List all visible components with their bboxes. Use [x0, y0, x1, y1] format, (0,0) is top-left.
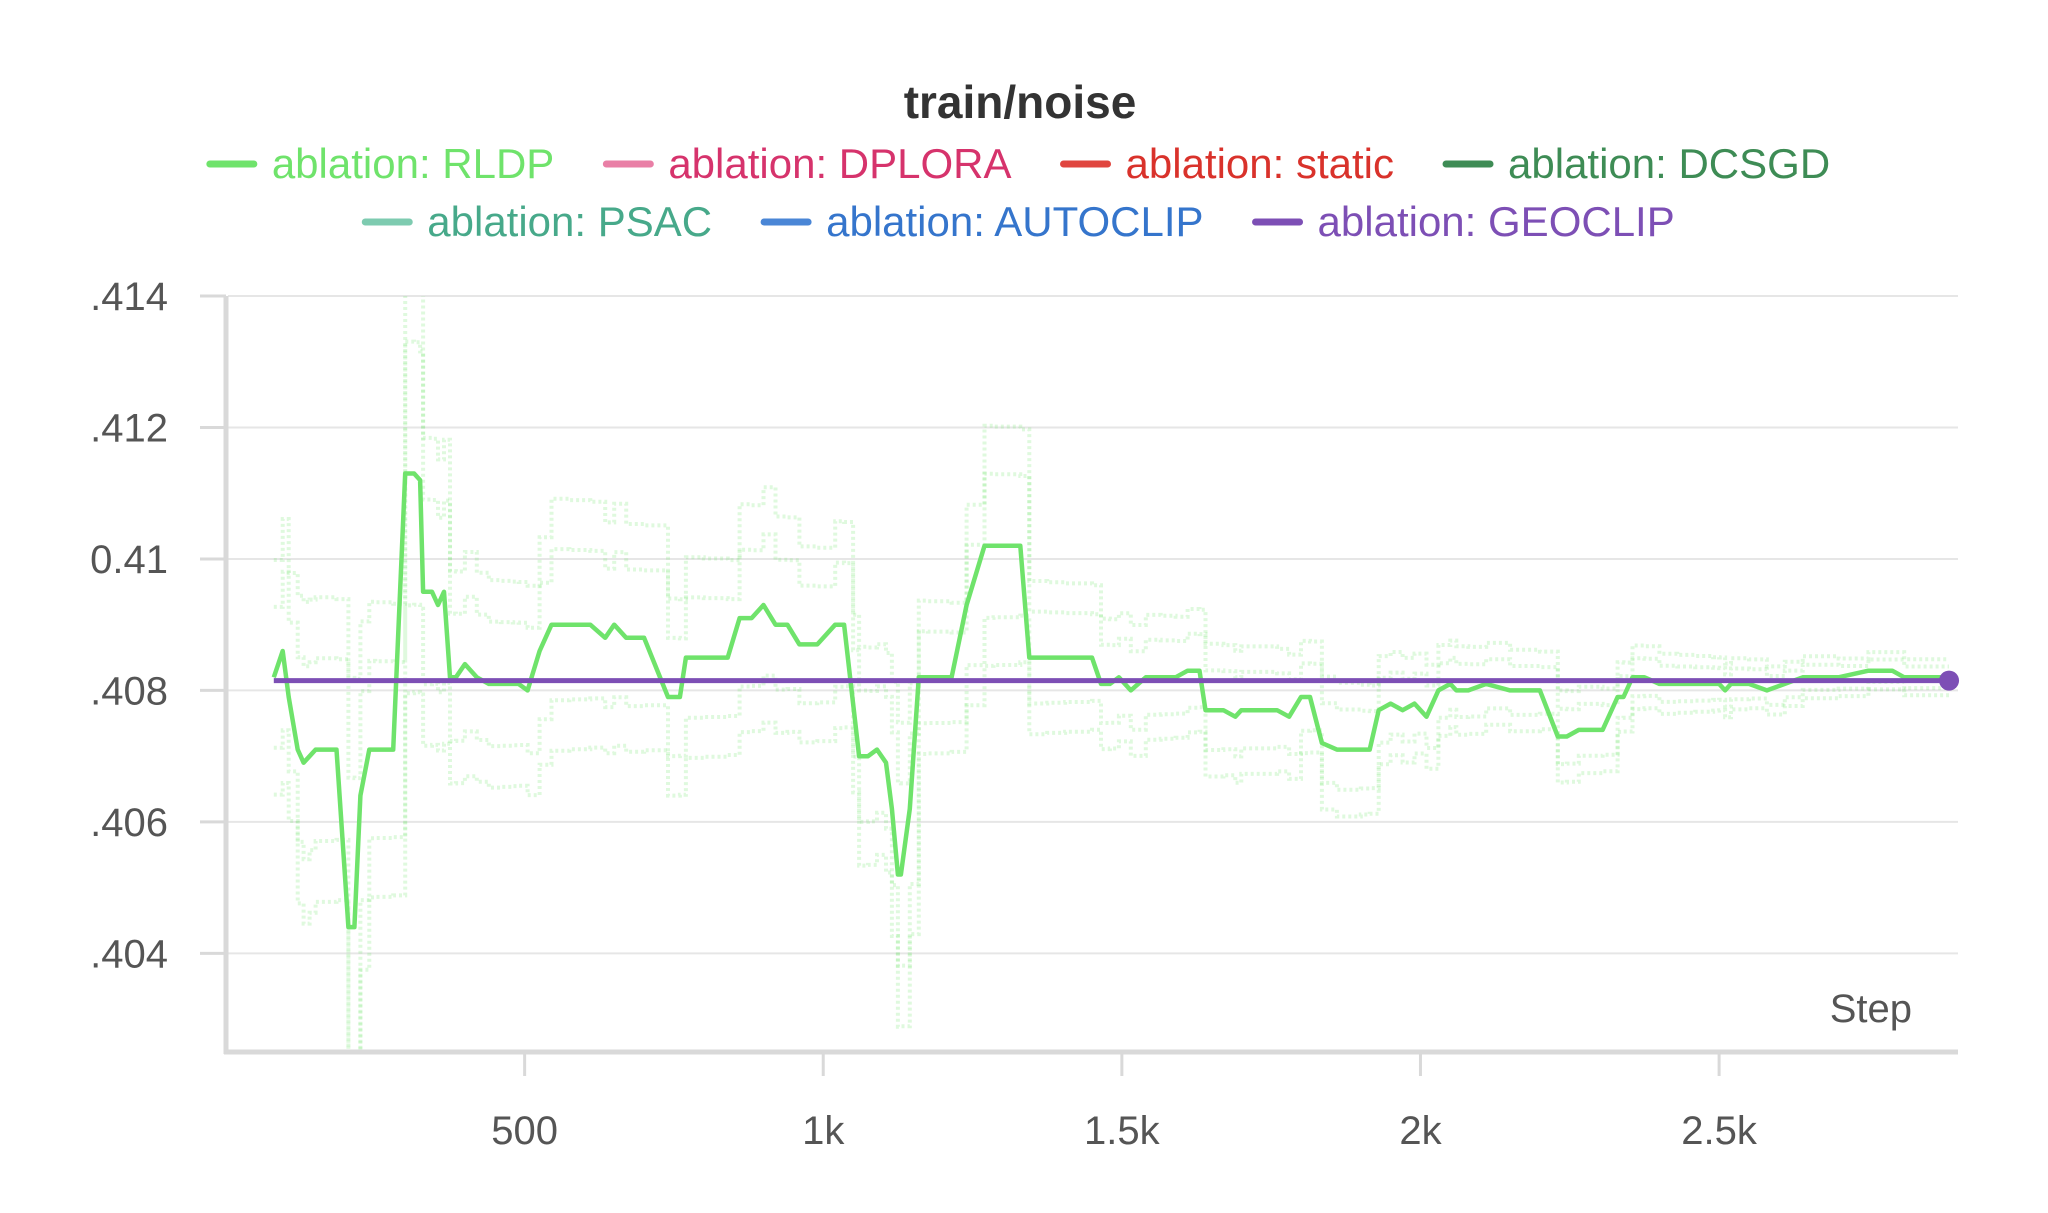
x-tick-label: 2.5k [1681, 1109, 1758, 1153]
legend-label: ablation: GEOCLIP [1318, 198, 1675, 245]
y-tick-label: 0.41 [90, 538, 168, 582]
chart-axes [223, 296, 1958, 1055]
legend-label: ablation: static [1126, 140, 1395, 187]
y-tick-label: .408 [90, 669, 168, 713]
series-layer [271, 471, 1949, 930]
x-tick-label: 2k [1399, 1109, 1442, 1153]
legend-label: ablation: RLDP [272, 140, 555, 187]
x-axis-label: Step [1830, 987, 1912, 1031]
legend-item-geoclip[interactable]: ablation: GEOCLIP [1252, 198, 1675, 245]
rldp-run-trace [273, 339, 1949, 786]
legend-label: ablation: DCSGD [1508, 140, 1830, 187]
x-tick-label: 1k [802, 1109, 845, 1153]
rldp-run-trace [273, 660, 1949, 1052]
legend-item-dcsgd[interactable]: ablation: DCSGD [1442, 140, 1830, 187]
series-end-marker [1939, 670, 1960, 691]
legend-item-psac[interactable]: ablation: PSAC [361, 198, 712, 245]
legend-item-dplora[interactable]: ablation: DPLORA [602, 140, 1012, 187]
y-axis-ticks: .404 .406 .408 0.41 .412 .414 [90, 275, 226, 976]
y-tick-label: .404 [90, 932, 168, 976]
legend-label: ablation: DPLORA [668, 140, 1011, 187]
geoclip-end-dot [1939, 670, 1960, 691]
legend-item-rldp[interactable]: ablation: RLDP [206, 140, 555, 187]
x-tick-label: 1.5k [1084, 1109, 1161, 1153]
x-tick-label: 500 [491, 1109, 558, 1153]
series-line-rldp[interactable] [271, 471, 1949, 930]
chart-grid [228, 295, 1958, 955]
y-tick-label: .406 [90, 801, 168, 845]
chart-legend: ablation: RLDP ablation: DPLORA ablation: … [206, 140, 1830, 245]
legend-label: ablation: AUTOCLIP [826, 198, 1203, 245]
rldp-shadow-band [273, 296, 1949, 1052]
legend-item-autoclip[interactable]: ablation: AUTOCLIP [760, 198, 1204, 245]
chart-title: train/noise [904, 76, 1137, 128]
y-tick-label: .414 [90, 275, 168, 319]
y-tick-label: .412 [90, 406, 168, 450]
rldp-run-trace [273, 296, 1949, 725]
rldp-run-trace [273, 602, 1949, 1052]
legend-label: ablation: PSAC [427, 198, 712, 245]
legend-item-static[interactable]: ablation: static [1060, 140, 1395, 187]
x-axis-ticks: 500 1k 1.5k 2k 2.5k [491, 1052, 1758, 1153]
